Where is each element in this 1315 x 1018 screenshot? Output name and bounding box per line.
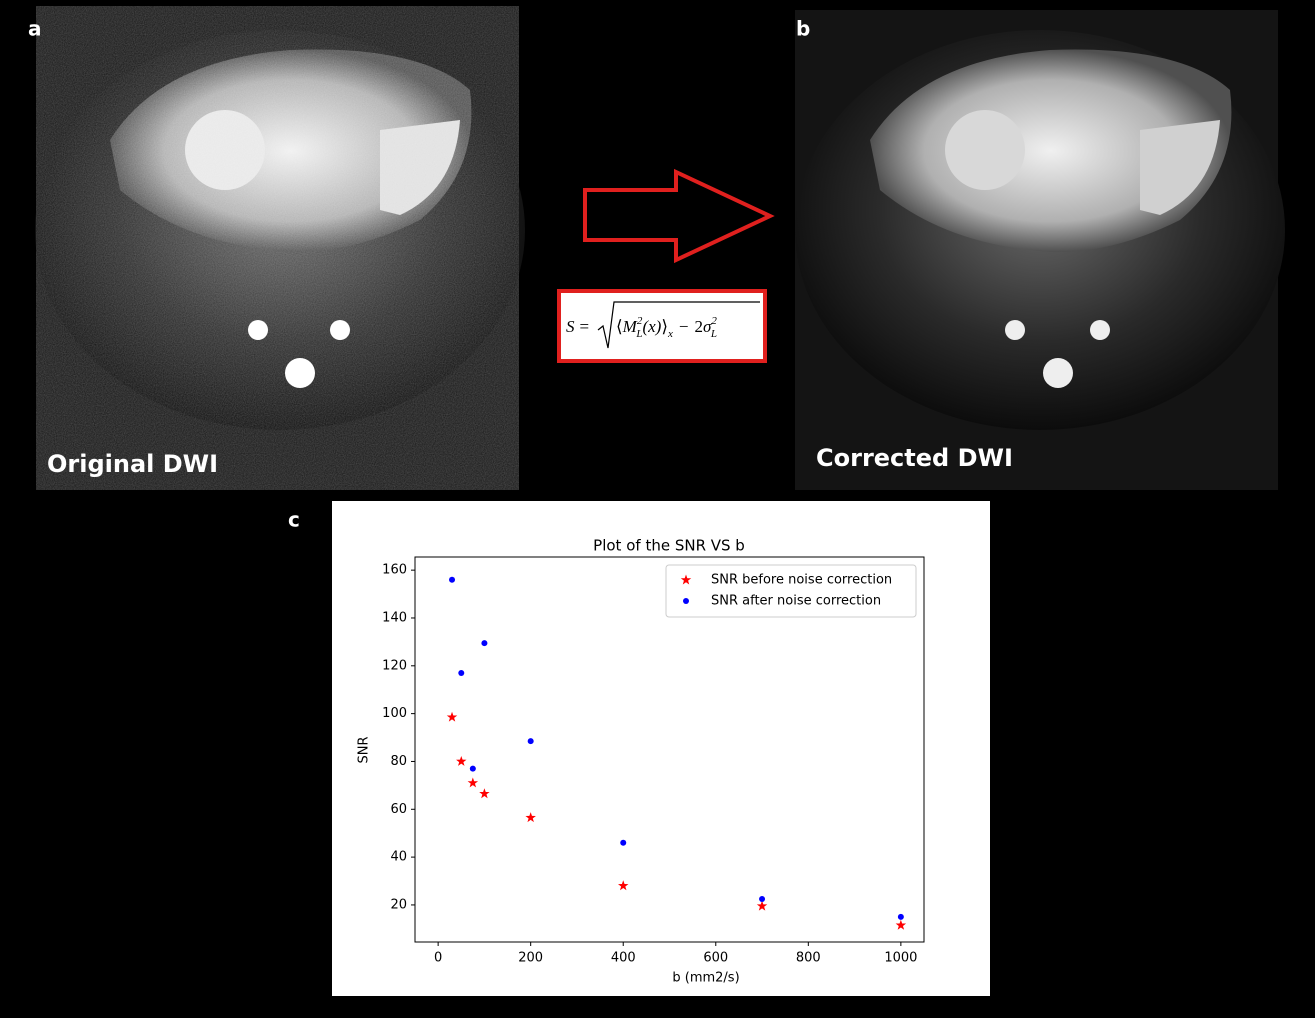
f: 2 [711, 315, 717, 327]
f: = [580, 317, 590, 336]
star-marker [618, 880, 629, 891]
star-marker [525, 812, 536, 823]
caption: Original DWI [47, 450, 218, 478]
star-marker [446, 711, 458, 722]
caption: Corrected DWI [816, 444, 1013, 472]
f: − [679, 317, 689, 336]
y-tick-label: 40 [390, 850, 407, 865]
x-tick-label: 0 [434, 951, 442, 966]
arrow [583, 168, 775, 264]
f: L [710, 328, 717, 340]
right-image [795, 10, 1285, 490]
x-tick-label: 800 [796, 951, 821, 966]
formula-text: ⟨M2 L(x)⟩x −2σ2 L [616, 315, 717, 340]
star-marker [479, 788, 490, 799]
dot-marker [481, 640, 488, 647]
f: S [566, 317, 575, 336]
f: (x) [642, 317, 661, 336]
formula-text: S = [566, 317, 589, 336]
y-axis-label: SNR [357, 736, 372, 763]
y-tick-label: 80 [390, 754, 407, 769]
f: x [667, 328, 673, 340]
y-tick-label: 120 [382, 658, 407, 673]
plot-frame [414, 556, 925, 943]
panel-label: a [28, 17, 42, 41]
f: 2 [694, 317, 703, 336]
y-tick-label: 140 [382, 610, 407, 625]
x-axis-label: b (mm2/s) [672, 971, 739, 986]
legend-label: SNR before noise correction [711, 573, 892, 588]
dot-marker [527, 738, 534, 745]
left-image [35, 6, 525, 490]
chart: Plot of the SNR VS b b (mm2/s) SNR 0 200 4… [357, 537, 925, 986]
f: 2 [637, 315, 643, 327]
y-tick-label: 20 [390, 897, 407, 912]
star-marker [756, 900, 768, 911]
dot-marker [449, 576, 456, 583]
legend-marker [683, 598, 689, 604]
y-tick-label: 160 [382, 563, 407, 578]
dot-marker [759, 895, 766, 902]
y-tick-label: 60 [390, 802, 407, 817]
y-tick-label: 100 [382, 706, 407, 721]
f: L [635, 328, 642, 340]
x-tick-label: 200 [518, 951, 543, 966]
f: σ [703, 317, 712, 336]
star-marker [895, 919, 907, 930]
star-marker [456, 755, 467, 766]
radical [597, 301, 760, 349]
legend-box [665, 564, 917, 618]
formula-box [557, 289, 767, 363]
panel-label: b [796, 17, 810, 41]
formula: S = ⟨M2 L(x)⟩x −2σ2 L [566, 301, 760, 349]
dot-marker [620, 839, 627, 846]
star-marker [467, 777, 479, 788]
x-tick-label: 1000 [884, 951, 917, 966]
panel-label: c [288, 508, 300, 532]
dot-marker [897, 913, 904, 920]
dot-marker [469, 765, 476, 772]
legend-marker [680, 574, 692, 585]
x-tick-label: 600 [703, 951, 728, 966]
chart-title: Plot of the SNR VS b [593, 537, 745, 555]
x-tick-label: 400 [611, 951, 636, 966]
dot-marker [458, 669, 465, 676]
legend-label: SNR after noise correction [711, 594, 881, 609]
f: M [622, 317, 638, 336]
